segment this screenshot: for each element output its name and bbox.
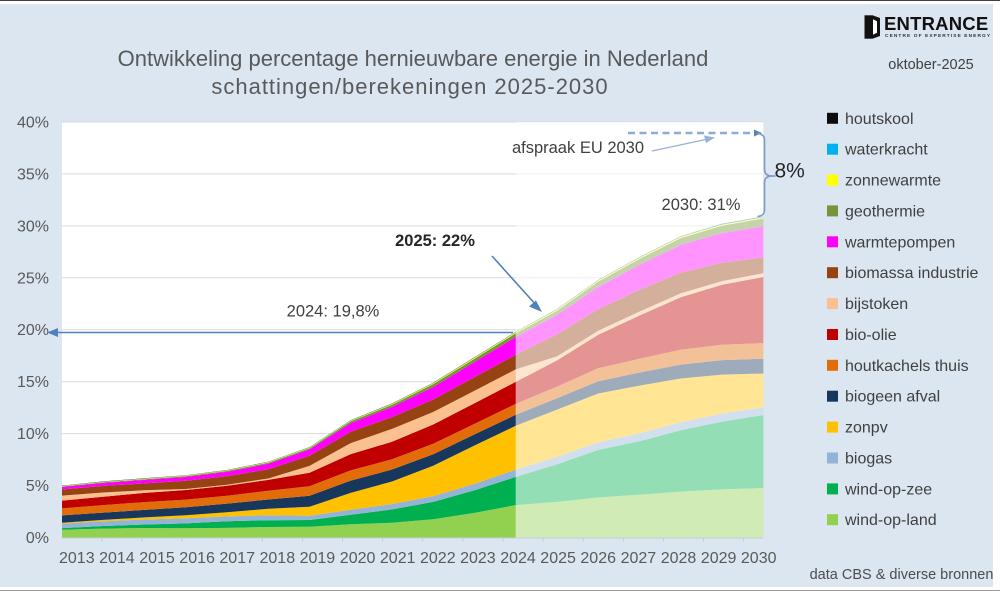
svg-text:2028: 2028 [661, 550, 697, 567]
svg-text:2029: 2029 [701, 550, 737, 567]
svg-text:2018: 2018 [260, 550, 296, 567]
svg-text:20%: 20% [17, 322, 49, 339]
svg-text:houtskool: houtskool [845, 111, 914, 128]
svg-text:8%: 8% [775, 160, 805, 183]
svg-text:2025: 22%: 2025: 22% [395, 232, 475, 250]
svg-text:Ontwikkeling percentage hernie: Ontwikkeling percentage hernieuwbare ene… [118, 46, 709, 71]
svg-text:2013: 2013 [59, 550, 95, 567]
svg-text:zonnewarmte: zonnewarmte [845, 173, 941, 190]
svg-text:bio-olie: bio-olie [845, 327, 897, 344]
svg-text:CENTRE OF EXPERTISE ENERGY: CENTRE OF EXPERTISE ENERGY [885, 33, 991, 39]
svg-text:35%: 35% [17, 166, 49, 183]
svg-text:bijstoken: bijstoken [845, 296, 908, 313]
svg-text:geothermie: geothermie [845, 203, 925, 220]
svg-text:2022: 2022 [420, 550, 456, 567]
svg-text:2023: 2023 [460, 550, 496, 567]
svg-text:2017: 2017 [219, 550, 255, 567]
svg-text:wind-op-land: wind-op-land [844, 512, 937, 529]
svg-text:ENTRANCE: ENTRANCE [884, 13, 988, 34]
svg-text:5%: 5% [26, 478, 49, 495]
svg-text:30%: 30% [17, 218, 49, 235]
svg-text:2015: 2015 [139, 550, 175, 567]
svg-text:afspraak EU 2030: afspraak EU 2030 [512, 139, 644, 157]
svg-text:oktober-2025: oktober-2025 [888, 57, 973, 73]
svg-text:2025: 2025 [540, 550, 576, 567]
svg-text:2024: 2024 [500, 550, 536, 567]
svg-text:biogas: biogas [845, 451, 892, 468]
svg-text:40%: 40% [17, 115, 49, 132]
svg-text:2021: 2021 [380, 550, 416, 567]
svg-text:biomassa industrie: biomassa industrie [845, 265, 979, 282]
svg-text:waterkracht: waterkracht [844, 142, 928, 159]
svg-text:2030: 31%: 2030: 31% [662, 196, 741, 214]
svg-text:15%: 15% [17, 374, 49, 391]
svg-text:data CBS & diverse bronnen: data CBS & diverse bronnen [810, 567, 994, 583]
svg-text:2016: 2016 [179, 550, 215, 567]
svg-text:2014: 2014 [99, 550, 135, 567]
svg-text:2024: 19,8%: 2024: 19,8% [287, 303, 380, 321]
svg-text:2020: 2020 [340, 550, 376, 567]
svg-text:2026: 2026 [580, 550, 616, 567]
svg-text:10%: 10% [17, 426, 49, 443]
svg-text:biogeen afval: biogeen afval [845, 389, 940, 406]
svg-text:2027: 2027 [621, 550, 657, 567]
svg-text:0%: 0% [26, 530, 49, 547]
svg-text:warmtepompen: warmtepompen [844, 234, 955, 251]
svg-text:houtkachels thuis: houtkachels thuis [845, 358, 969, 375]
svg-text:2019: 2019 [300, 550, 336, 567]
svg-text:25%: 25% [17, 270, 49, 287]
svg-text:zonpv: zonpv [845, 420, 888, 437]
svg-text:schattingen/berekeningen 2025-: schattingen/berekeningen 2025-2030 [211, 74, 608, 99]
svg-text:2030: 2030 [741, 550, 777, 567]
svg-text:wind-op-zee: wind-op-zee [844, 481, 932, 498]
